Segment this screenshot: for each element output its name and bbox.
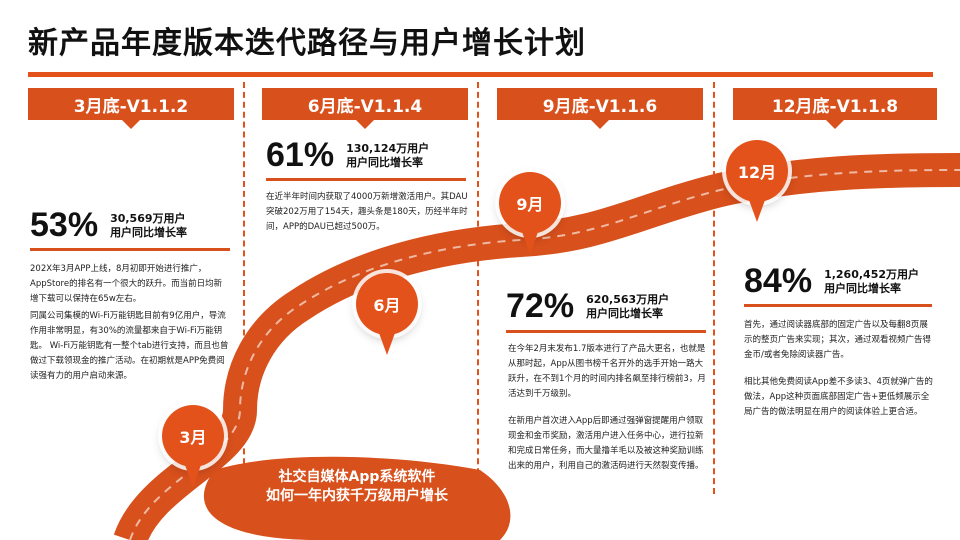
stage-description: 202X年3月APP上线，8月初即开始进行推广，AppStore的排名有一个很大… <box>30 262 230 384</box>
pin-jun: 6月 <box>356 273 418 355</box>
paragraph: 相比其他免费阅读App差不多读3、4页就弹广告的做法，App这种页面底部固定广告… <box>744 377 933 417</box>
stat-underline <box>506 330 706 333</box>
stage-banner-dec: 12月底-V1.1.8 <box>733 88 937 129</box>
pin-dec: 12月 <box>726 140 788 222</box>
stat-text: 1,260,452万用户 用户同比增长率 <box>824 268 919 296</box>
caption-line-2: 如何一年内获千万级用户增长 <box>266 488 448 504</box>
growth-label: 用户同比增长率 <box>110 225 188 239</box>
stat-block-dec: 84% 1,260,452万用户 用户同比增长率 <box>744 262 919 301</box>
growth-label: 用户同比增长率 <box>346 155 424 169</box>
growth-percent: 84% <box>744 262 813 300</box>
stat-text: 130,124万用户 用户同比增长率 <box>346 142 429 170</box>
stat-text: 30,569万用户 用户同比增长率 <box>110 212 187 240</box>
paragraph: 在新用户首次进入App后即通过强弹窗提醒用户领取现金和金币奖励，激活用户进入任务… <box>508 416 704 471</box>
stat-underline <box>744 304 932 307</box>
title-underline <box>28 72 933 77</box>
stat-text: 620,563万用户 用户同比增长率 <box>586 293 669 321</box>
growth-label: 用户同比增长率 <box>586 306 664 320</box>
growth-label: 用户同比增长率 <box>824 281 902 295</box>
stage-description: 在今年2月末发布1.7版本进行了产品大更名，也就是从那时起，App从图书榜千名开… <box>508 342 706 474</box>
stage-banner-jun: 6月底-V1.1.4 <box>262 88 468 129</box>
caption-line-1: 社交自媒体App系统软件 <box>278 469 436 485</box>
stat-underline <box>30 248 230 251</box>
growth-percent: 61% <box>266 136 335 174</box>
growth-percent: 53% <box>30 206 99 244</box>
stage-description: 首先，通过阅读器底部的固定广告以及每翻8页展示的整页广告来实现；其次，通过观看视… <box>744 318 934 420</box>
stage-description: 在近半年时间内获取了4000万新增激活用户。其DAU突破202万用了154天，趣… <box>266 190 471 235</box>
column-divider <box>713 82 715 494</box>
stage-banner-mar: 3月底-V1.1.2 <box>28 88 234 129</box>
stat-block-sep: 72% 620,563万用户 用户同比增长率 <box>506 287 669 326</box>
user-count: 130,124万用户 <box>346 141 430 155</box>
paragraph: 202X年3月APP上线，8月初即开始进行推广，AppStore的排名有一个很大… <box>30 264 223 304</box>
user-count: 30,569万用户 <box>110 211 186 225</box>
paragraph: 在今年2月末发布1.7版本进行了产品大更名，也就是从那时起，App从图书榜千名开… <box>508 344 706 399</box>
growth-percent: 72% <box>506 287 575 325</box>
road-caption: 社交自媒体App系统软件 如何一年内获千万级用户增长 <box>222 468 492 506</box>
stat-block-jun: 61% 130,124万用户 用户同比增长率 <box>266 136 429 175</box>
pin-sep: 9月 <box>499 172 561 254</box>
stage-banner-sep: 9月底-V1.1.6 <box>497 88 703 129</box>
page-title: 新产品年度版本迭代路径与用户增长计划 <box>28 26 586 61</box>
stat-underline <box>266 178 466 181</box>
user-count: 620,563万用户 <box>586 292 670 306</box>
paragraph: 同属公司集模的Wi-Fi万能钥匙目前有9亿用户，导流作用非常明显，有30%的流量… <box>30 311 229 381</box>
user-count: 1,260,452万用户 <box>824 267 919 281</box>
paragraph: 首先，通过阅读器底部的固定广告以及每翻8页展示的整页广告来实现；其次，通过观看视… <box>744 320 932 360</box>
paragraph: 在近半年时间内获取了4000万新增激活用户。其DAU突破202万用了154天，趣… <box>266 192 468 232</box>
column-divider <box>243 82 245 494</box>
column-divider <box>477 82 479 494</box>
pin-mar: 3月 <box>162 405 224 487</box>
stat-block-mar: 53% 30,569万用户 用户同比增长率 <box>30 206 187 245</box>
